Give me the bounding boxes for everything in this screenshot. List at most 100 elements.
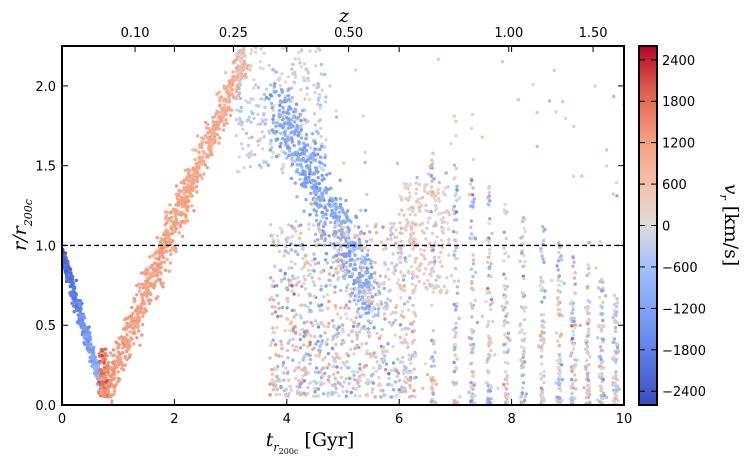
scatter-point (261, 159, 266, 163)
scatter-point (251, 86, 256, 90)
scatter-point (386, 342, 390, 346)
scatter-point (521, 386, 525, 390)
scatter-point (429, 173, 434, 177)
scatter-point (421, 254, 426, 258)
scatter-point (318, 106, 322, 110)
scatter-point (361, 114, 365, 118)
scatter-point (503, 287, 508, 292)
scatter-point (319, 219, 323, 223)
scatter-point (391, 252, 395, 256)
scatter-point (347, 242, 351, 247)
scatter-point (410, 276, 415, 280)
scatter-point (276, 238, 280, 243)
scatter-point (316, 152, 320, 156)
scatter-point (289, 118, 293, 122)
scatter-point (410, 354, 414, 358)
scatter-point (489, 348, 493, 353)
scatter-point (557, 367, 562, 372)
scatter-point (293, 229, 298, 233)
scatter-point (299, 183, 304, 187)
scatter-point (137, 282, 141, 286)
scatter-point (341, 210, 346, 214)
scatter-point (252, 78, 256, 82)
scatter-point (228, 113, 233, 118)
scatter-point (96, 364, 100, 369)
scatter-point (128, 324, 132, 329)
scatter-point (302, 62, 307, 66)
scatter-point (321, 214, 325, 219)
top-z-axis: 0.10 0.25 0.50 1.00 1.50 (121, 26, 608, 52)
scatter-point (303, 303, 307, 308)
scatter-point (130, 319, 134, 323)
scatter-point (362, 265, 366, 270)
scatter-point (302, 281, 306, 286)
scatter-point (270, 372, 275, 376)
scatter-point (452, 369, 456, 374)
scatter-point (240, 59, 244, 63)
scatter-point (216, 111, 220, 115)
scatter-point (296, 280, 300, 285)
scatter-point (234, 66, 239, 70)
scatter-point (404, 381, 408, 385)
scatter-point (400, 390, 404, 394)
scatter-point (396, 251, 400, 255)
scatter-point (237, 170, 241, 174)
scatter-point (405, 300, 410, 304)
scatter-point (354, 267, 358, 272)
scatter-point (523, 360, 527, 364)
scatter-point (408, 375, 413, 380)
scatter-point (99, 371, 103, 376)
scatter-point (520, 328, 524, 332)
scatter-point (503, 321, 507, 325)
scatter-point (440, 245, 444, 249)
scatter-point (253, 83, 258, 87)
scatter-point (453, 353, 457, 357)
scatter-point (360, 284, 364, 289)
scatter-point (399, 313, 404, 317)
scatter-point (431, 359, 436, 363)
scatter-point (327, 321, 331, 325)
scatter-point (587, 271, 591, 275)
scatter-point (447, 241, 451, 245)
scatter-point (445, 276, 449, 280)
scatter-point (364, 270, 368, 274)
scatter-point (613, 329, 618, 333)
scatter-point (347, 228, 351, 232)
scatter-point (250, 48, 254, 52)
scatter-point (319, 368, 324, 372)
scatter-point (435, 235, 439, 239)
colorbar-tick-label: −1800 (662, 344, 706, 359)
scatter-point (286, 341, 291, 345)
scatter-point (489, 396, 493, 401)
scatter-point (420, 229, 424, 233)
scatter-point (391, 361, 396, 365)
scatter-point (611, 340, 615, 345)
scatter-point (163, 210, 168, 214)
scatter-point (366, 319, 371, 323)
scatter-point (540, 249, 544, 253)
scatter-point (287, 266, 291, 270)
scatter-point (149, 298, 153, 302)
scatter-point (452, 114, 456, 118)
scatter-point (290, 67, 294, 71)
scatter-point (552, 68, 556, 73)
scatter-point (153, 267, 157, 271)
scatter-point (174, 184, 179, 188)
scatter-point (542, 295, 546, 300)
scatter-point (300, 147, 305, 152)
scatter-point (542, 397, 546, 402)
scatter-point (357, 345, 361, 350)
scatter-point (299, 125, 303, 129)
scatter-point (599, 304, 603, 308)
scatter-point (163, 268, 168, 272)
scatter-point (345, 316, 349, 321)
scatter-point (210, 153, 214, 157)
scatter-point (128, 330, 132, 334)
scatter-point (193, 157, 197, 162)
scatter-point (488, 199, 492, 203)
scatter-point (316, 238, 320, 242)
scatter-point (334, 115, 339, 119)
scatter-point (471, 392, 475, 396)
scatter-point (335, 365, 339, 369)
scatter-point (307, 222, 311, 226)
